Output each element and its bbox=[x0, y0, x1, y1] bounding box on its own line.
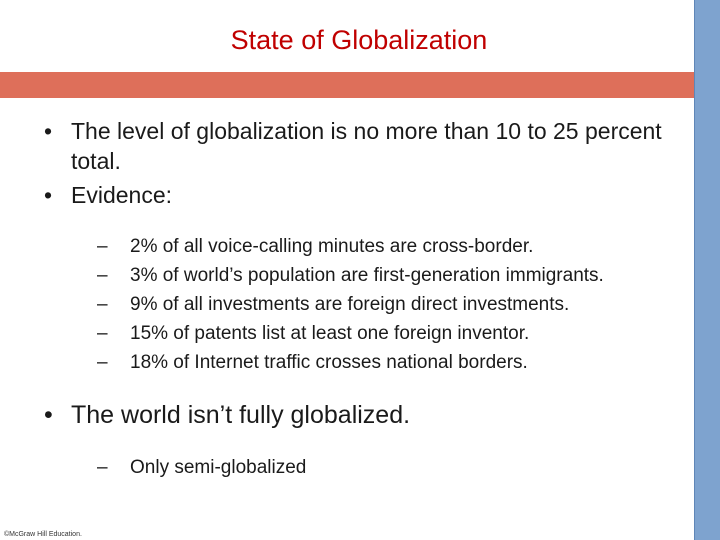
sub-bullet-evidence-2: – 3% of world’s population are first-gen… bbox=[0, 261, 690, 290]
bullet-icon: • bbox=[44, 182, 53, 208]
sub-bullet-text: 18% of Internet traffic crosses national… bbox=[130, 352, 528, 373]
bullet-level-globalization: • The level of globalization is no more … bbox=[0, 116, 690, 176]
dash-icon: – bbox=[97, 294, 108, 315]
bullet-icon: • bbox=[44, 401, 53, 429]
right-accent-bar bbox=[694, 0, 720, 540]
sub-bullet-evidence-1: – 2% of all voice-calling minutes are cr… bbox=[0, 232, 690, 261]
slide-title: State of Globalization bbox=[230, 25, 488, 55]
dash-icon: – bbox=[97, 265, 108, 286]
bullet-icon: • bbox=[44, 118, 53, 144]
sub-bullet-text: Only semi-globalized bbox=[130, 457, 307, 478]
title-band bbox=[0, 72, 694, 98]
sub-bullet-evidence-5: – 18% of Internet traffic crosses nation… bbox=[0, 348, 690, 377]
sub-bullet-text: 9% of all investments are foreign direct… bbox=[130, 294, 570, 315]
bullet-text: The world isn’t fully globalized. bbox=[71, 401, 411, 429]
sub-bullet-semi-globalized: – Only semi-globalized bbox=[0, 453, 690, 482]
bullet-text: Evidence: bbox=[71, 182, 173, 208]
bullet-not-fully-globalized: • The world isn’t fully globalized. bbox=[0, 399, 690, 431]
sub-bullet-text: 15% of patents list at least one foreign… bbox=[130, 323, 530, 344]
dash-icon: – bbox=[97, 457, 108, 478]
sub-bullet-text: 2% of all voice-calling minutes are cros… bbox=[130, 236, 534, 257]
sub-bullet-text: 3% of world’s population are first-gener… bbox=[130, 265, 604, 286]
sub-bullet-evidence-3: – 9% of all investments are foreign dire… bbox=[0, 290, 690, 319]
dash-icon: – bbox=[97, 352, 108, 373]
bullet-evidence: • Evidence: bbox=[0, 180, 690, 210]
dash-icon: – bbox=[97, 236, 108, 257]
dash-icon: – bbox=[97, 323, 108, 344]
sub-bullet-evidence-4: – 15% of patents list at least one forei… bbox=[0, 319, 690, 348]
copyright-footer: ©McGraw Hill Education. bbox=[4, 531, 82, 538]
bullet-text: The level of globalization is no more th… bbox=[71, 118, 662, 174]
bullet-list: • The level of globalization is no more … bbox=[0, 116, 690, 482]
